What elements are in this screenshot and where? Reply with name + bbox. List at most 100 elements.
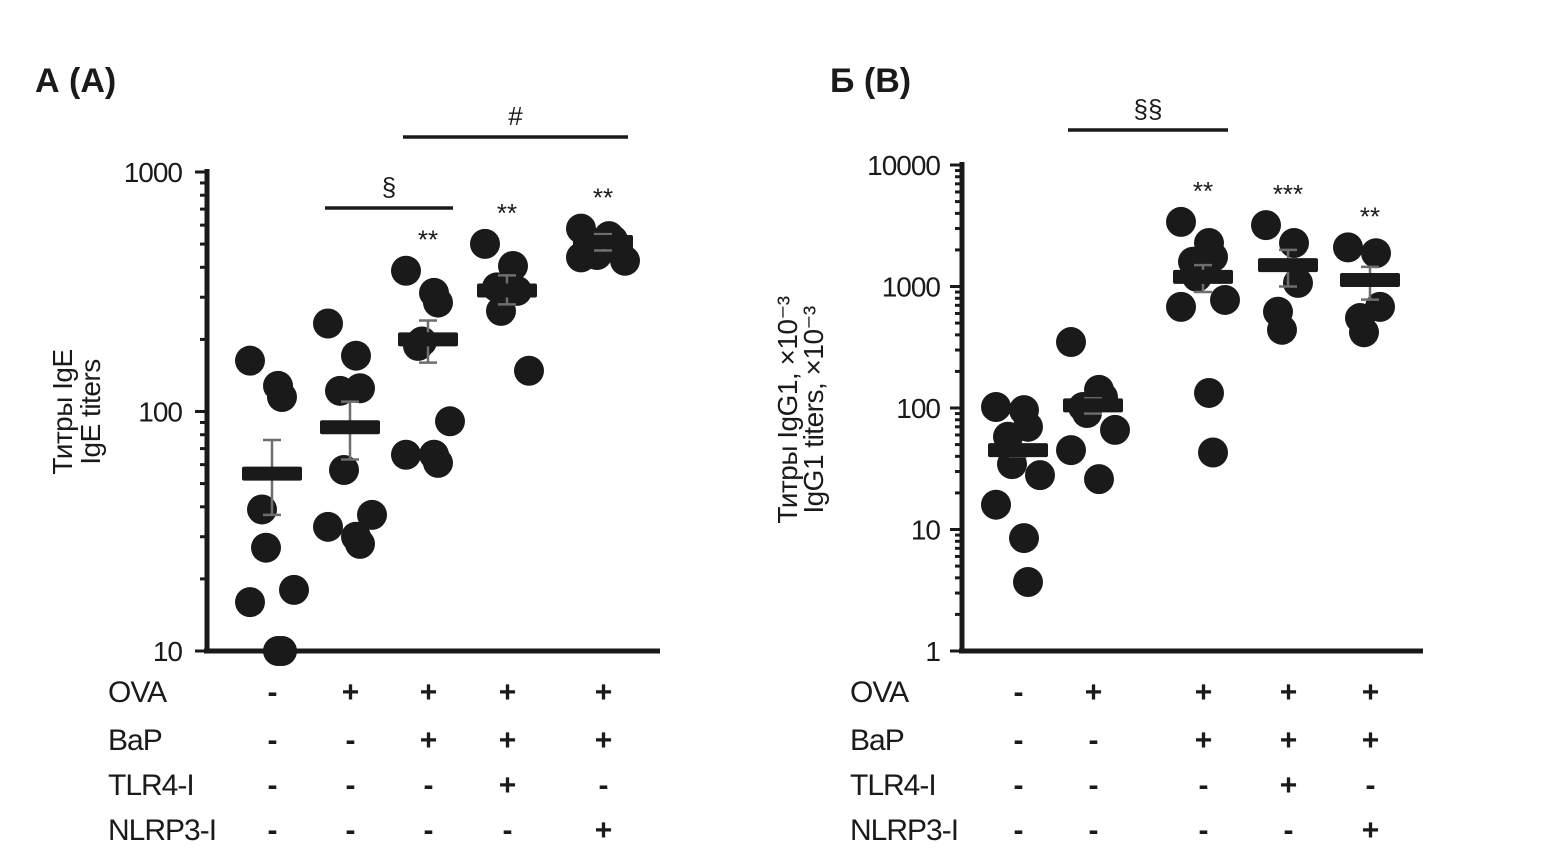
mean-bar: [242, 466, 302, 481]
data-point: [1009, 523, 1039, 554]
treatment-sign: +: [1085, 676, 1102, 709]
treatment-row-label: OVA: [108, 676, 167, 709]
data-point: [267, 381, 297, 412]
treatment-sign: -: [424, 769, 433, 802]
treatment-sign: +: [595, 676, 612, 709]
mean-bar: [398, 332, 458, 347]
data-point: [329, 454, 359, 485]
data-point: [514, 355, 544, 386]
treatment-sign: -: [1089, 769, 1098, 802]
data-point: [325, 375, 355, 406]
data-point: [1166, 291, 1196, 322]
data-point: [341, 340, 371, 371]
data-point: [1166, 206, 1196, 237]
bracket-label: #: [508, 101, 523, 131]
y-tick-label: 100: [896, 393, 940, 424]
data-point: [235, 587, 265, 618]
data-point: [1210, 284, 1240, 315]
data-point: [1056, 327, 1086, 358]
data-point: [313, 308, 343, 339]
treatment-sign: +: [499, 676, 516, 709]
treatment-sign: -: [346, 724, 355, 757]
treatment-sign: +: [1195, 676, 1212, 709]
data-point: [1013, 566, 1043, 597]
data-point: [610, 245, 640, 276]
panel-label: Б (B): [830, 62, 911, 100]
y-tick-label: 100: [138, 397, 182, 428]
treatment-sign: -: [1089, 814, 1098, 847]
mean-bar: [1063, 398, 1123, 413]
treatment-sign: -: [1199, 814, 1208, 847]
mean-bar: [1173, 269, 1233, 284]
bracket-label: §§: [1134, 94, 1163, 124]
treatment-sign: +: [1362, 676, 1379, 709]
treatment-row-label: TLR4-I: [850, 769, 936, 802]
mean-bar: [1340, 273, 1400, 288]
mean-bar: [573, 235, 633, 250]
treatment-sign: -: [1014, 814, 1023, 847]
treatment-sign: +: [595, 724, 612, 757]
data-point: [313, 511, 343, 542]
y-axis-label: Титры IgE: [47, 349, 78, 474]
treatment-sign: -: [1284, 814, 1293, 847]
significance-label: **: [593, 183, 613, 213]
treatment-sign: +: [1280, 724, 1297, 757]
data-point: [1198, 437, 1228, 468]
treatment-sign: -: [1014, 769, 1023, 802]
data-point: [251, 532, 281, 563]
data-point: [1333, 232, 1363, 263]
significance-label: **: [497, 198, 517, 228]
treatment-row-label: NLRP3-I: [850, 814, 958, 847]
data-point: [1267, 314, 1297, 345]
mean-bar: [1258, 258, 1318, 273]
data-point: [566, 242, 596, 273]
y-axis-label: Титры IgG1, ×10⁻³: [772, 296, 803, 523]
data-point: [1349, 317, 1379, 348]
treatment-sign: +: [1280, 676, 1297, 709]
significance-label: ***: [1273, 179, 1303, 209]
treatment-sign: +: [499, 724, 516, 757]
treatment-sign: +: [420, 724, 437, 757]
treatment-sign: -: [1199, 769, 1208, 802]
data-point: [1056, 435, 1086, 466]
treatment-sign: +: [499, 769, 516, 802]
data-point: [1025, 460, 1055, 491]
treatment-sign: -: [424, 814, 433, 847]
treatment-sign: -: [268, 814, 277, 847]
data-point: [981, 391, 1011, 422]
treatment-sign: -: [503, 814, 512, 847]
treatment-sign: +: [1280, 769, 1297, 802]
data-point: [498, 251, 528, 282]
significance-label: **: [1360, 201, 1380, 231]
data-point: [1361, 238, 1391, 269]
data-point: [981, 489, 1011, 520]
bracket-label: §: [382, 172, 396, 202]
panel-label: А (A): [35, 62, 116, 100]
treatment-sign: -: [1366, 769, 1375, 802]
data-point: [357, 499, 387, 530]
data-point: [423, 447, 453, 478]
data-point: [486, 295, 516, 326]
data-point: [1100, 414, 1130, 445]
treatment-sign: +: [342, 676, 359, 709]
treatment-sign: -: [346, 814, 355, 847]
treatment-sign: -: [1014, 724, 1023, 757]
treatment-row-label: OVA: [850, 676, 909, 709]
treatment-sign: -: [268, 724, 277, 757]
data-point: [1251, 210, 1281, 241]
data-point: [1279, 228, 1309, 259]
significance-label: **: [418, 225, 438, 255]
y-tick-label: 1000: [124, 157, 183, 188]
treatment-sign: +: [595, 814, 612, 847]
data-point: [470, 228, 500, 259]
data-point: [423, 287, 453, 318]
y-tick-label: 1000: [882, 272, 941, 303]
data-point: [391, 439, 421, 470]
y-tick-label: 10000: [867, 150, 940, 181]
data-point: [247, 494, 277, 525]
data-point: [1194, 377, 1224, 408]
data-point: [235, 345, 265, 376]
data-point: [267, 636, 297, 666]
